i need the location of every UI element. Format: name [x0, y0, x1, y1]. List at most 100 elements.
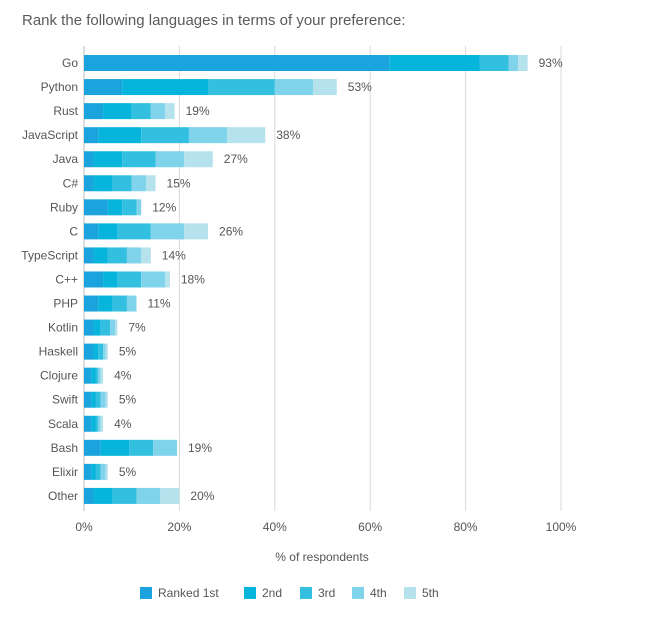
bar-segment	[165, 103, 175, 120]
total-label: 5%	[119, 465, 137, 479]
bar-segment	[122, 199, 137, 216]
category-label: Haskell	[39, 345, 78, 359]
bar-segment	[98, 343, 104, 360]
bar-segment	[84, 367, 92, 384]
bar-segment	[84, 463, 92, 480]
legend-swatch	[244, 586, 256, 599]
legend-swatch	[300, 586, 312, 599]
legend-swatch	[352, 586, 364, 599]
category-label: Java	[53, 152, 79, 166]
bar-segment	[153, 439, 178, 456]
bar-segment	[518, 55, 528, 72]
bar-segment	[126, 247, 142, 264]
bar-segment	[112, 295, 127, 312]
bar-segment	[227, 127, 266, 144]
category-label: Swift	[52, 393, 79, 407]
question-title: Rank the following languages in terms of…	[22, 12, 406, 29]
bar-segment	[93, 151, 123, 168]
total-label: 26%	[219, 224, 243, 238]
bar-segment	[208, 79, 275, 96]
bar-segment	[95, 391, 101, 408]
bar-segment	[91, 463, 96, 480]
bar-segment	[84, 223, 99, 240]
bar-segment	[126, 295, 137, 312]
bar-segment	[103, 343, 106, 360]
bar-segment	[131, 103, 151, 120]
bar-segment	[84, 151, 94, 168]
bar-segment	[103, 271, 118, 288]
category-label: Other	[48, 489, 78, 503]
bar-segment	[93, 343, 99, 360]
total-label: 19%	[188, 441, 212, 455]
bar-segment	[115, 319, 118, 336]
total-label: 14%	[162, 248, 186, 262]
bar-segment	[136, 199, 142, 216]
total-label: 15%	[167, 176, 191, 190]
category-label: C	[69, 224, 78, 238]
bar-segment	[91, 415, 96, 432]
bar-segment	[105, 343, 108, 360]
bar-segment	[84, 487, 94, 504]
legend-swatch	[140, 586, 152, 599]
bar-segment	[105, 463, 108, 480]
bar-segment	[274, 79, 313, 96]
bar-segment	[84, 391, 92, 408]
category-label: TypeScript	[21, 248, 78, 262]
category-label: Ruby	[50, 200, 78, 214]
bar-segment	[84, 439, 101, 456]
bar-segment	[160, 487, 180, 504]
x-tick-label: 20%	[167, 520, 191, 534]
bar-segment	[136, 487, 161, 504]
bar-segment	[105, 391, 108, 408]
category-label: Scala	[48, 417, 78, 431]
bar-segment	[110, 319, 116, 336]
legend-label: Ranked 1st	[158, 586, 219, 600]
bar-segment	[91, 391, 96, 408]
category-label: Bash	[51, 441, 78, 455]
bar-segment	[107, 199, 123, 216]
category-label: Go	[62, 56, 78, 70]
total-label: 5%	[119, 345, 137, 359]
bar-segment	[93, 487, 113, 504]
total-label: 12%	[152, 200, 176, 214]
bar-segment	[117, 271, 142, 288]
total-label: 20%	[190, 489, 214, 503]
category-label: Python	[41, 80, 78, 94]
x-tick-label: 60%	[358, 520, 382, 534]
x-axis-label: % of respondents	[275, 550, 368, 564]
bar-segment	[479, 55, 509, 72]
category-label: JavaScript	[22, 128, 79, 142]
bar-segment	[100, 319, 111, 336]
bar-segment	[100, 463, 106, 480]
category-label: Kotlin	[48, 321, 78, 335]
bar-segment	[165, 271, 170, 288]
bar-segment	[84, 127, 99, 144]
category-label: Clojure	[40, 369, 78, 383]
bar-segment	[100, 439, 130, 456]
total-label: 38%	[276, 128, 300, 142]
bar-segment	[95, 367, 99, 384]
bar-segment	[84, 415, 92, 432]
bar-segment	[122, 79, 209, 96]
bar-segment	[131, 175, 147, 192]
bar-segment	[84, 247, 94, 264]
bar-segment	[150, 103, 166, 120]
bar-segment	[112, 175, 132, 192]
bar-segment	[100, 391, 106, 408]
bar-segment	[84, 175, 94, 192]
x-tick-label: 40%	[263, 520, 287, 534]
total-label: 19%	[186, 104, 210, 118]
bar-segment	[84, 343, 94, 360]
category-label: PHP	[53, 297, 78, 311]
bar-segment	[93, 319, 101, 336]
total-label: 5%	[119, 393, 137, 407]
category-label: C#	[63, 176, 79, 190]
bar-segment	[95, 415, 99, 432]
bar-segment	[155, 151, 185, 168]
bar-segment	[146, 175, 156, 192]
total-label: 4%	[114, 417, 132, 431]
x-tick-label: 100%	[546, 520, 577, 534]
bar-segment	[150, 223, 185, 240]
total-label: 93%	[539, 56, 563, 70]
